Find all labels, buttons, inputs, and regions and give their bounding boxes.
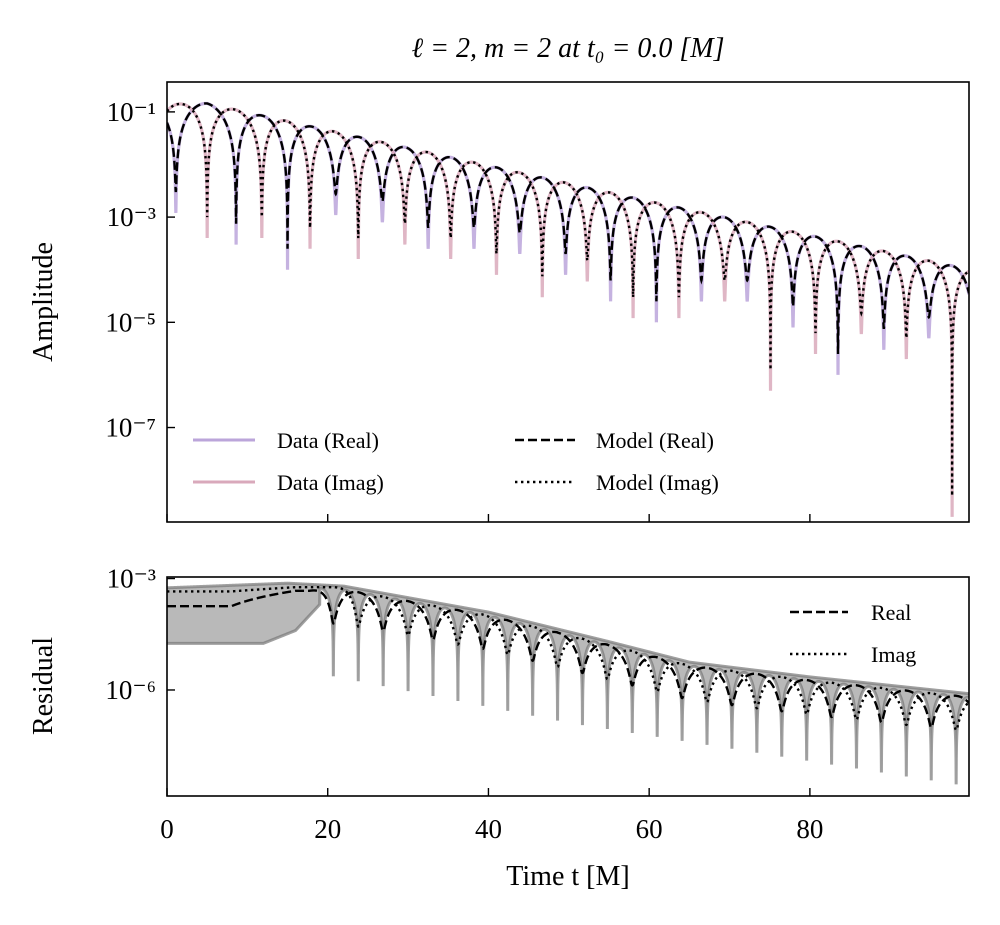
legend-label-model-imag: Model (Imag) [596, 470, 719, 495]
residual-y-label: Residual [28, 637, 59, 735]
amplitude-ticks: 10⁻¹ 10⁻³ 10⁻⁵ 10⁻⁷ [105, 97, 811, 522]
amplitude-y-tick-label: 10⁻⁵ [105, 307, 156, 337]
amplitude-y-label: Amplitude [28, 242, 59, 362]
series-model-real [167, 102, 969, 355]
residual-legend: Real Imag [790, 600, 916, 667]
amplitude-panel [167, 101, 969, 517]
legend-label-residual-imag: Imag [871, 642, 916, 667]
residual-band-lower [167, 587, 969, 785]
x-axis-label: Time t [M] [506, 861, 629, 892]
amplitude-y-tick-label: 10⁻¹ [107, 97, 156, 127]
x-tick-label: 80 [796, 814, 823, 844]
amplitude-y-tick-label: 10⁻⁷ [105, 413, 156, 443]
residual-axes-frame [166, 576, 970, 797]
legend-label-data-real: Data (Real) [277, 428, 379, 453]
x-tick-label: 0 [160, 814, 174, 844]
series-residual-imag [167, 585, 969, 732]
amplitude-legend: Data (Real) Data (Imag) Model (Real) Mod… [193, 428, 719, 495]
x-tick-label: 20 [314, 814, 341, 844]
residual-band-upper [167, 581, 969, 696]
legend-label-residual-real: Real [871, 600, 911, 625]
amplitude-y-tick-label: 10⁻³ [107, 202, 156, 232]
residual-band [167, 583, 969, 785]
series-data-imag [167, 102, 969, 517]
legend-label-data-imag: Data (Imag) [277, 470, 384, 495]
residual-panel [167, 581, 969, 785]
chart-title: ℓ = 2, m = 2 at t₀ = 0.0 [M] [412, 33, 725, 64]
series-model-imag [167, 102, 969, 496]
residual-y-tick-label: 10⁻⁶ [105, 675, 156, 705]
residual-ticks: 0 20 40 60 80 10⁻³ 10⁻⁶ [105, 564, 823, 844]
x-tick-label: 60 [636, 814, 663, 844]
series-residual-real [167, 589, 969, 729]
legend-label-model-real: Model (Real) [596, 428, 714, 453]
amplitude-axes-frame [166, 81, 970, 523]
x-tick-label: 40 [475, 814, 502, 844]
residual-y-tick-label: 10⁻³ [107, 564, 156, 594]
